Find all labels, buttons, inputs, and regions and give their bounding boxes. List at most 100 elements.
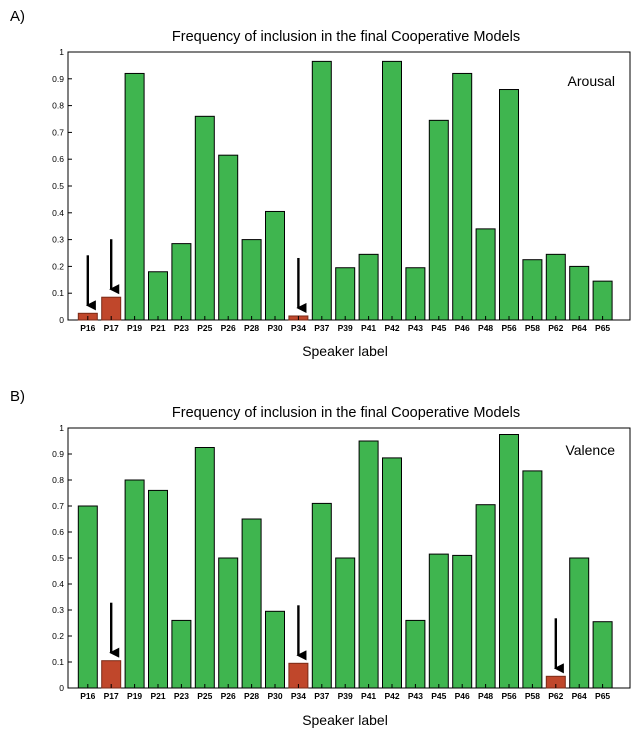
x-tick-label: P65 xyxy=(595,323,610,333)
bar-p45 xyxy=(428,119,449,321)
x-tick-label: P41 xyxy=(361,691,376,701)
series-annotation: Valence xyxy=(565,442,615,458)
bar-p56 xyxy=(499,89,519,321)
panel-label: B) xyxy=(10,388,25,405)
series-annotation: Arousal xyxy=(568,73,615,89)
bar-p23 xyxy=(171,619,192,689)
x-tick-label: P30 xyxy=(267,691,282,701)
bar-p21 xyxy=(148,271,168,321)
y-tick-label: 0.2 xyxy=(52,631,64,641)
x-tick-label: P23 xyxy=(174,691,189,701)
bar-p25 xyxy=(194,115,215,321)
chart-panel-2: B) Frequency of inclusion in the final Co… xyxy=(10,388,631,728)
bar-p48 xyxy=(475,228,496,321)
bar-p28 xyxy=(241,239,262,321)
bar-p46 xyxy=(452,72,473,321)
y-tick-label: 0.5 xyxy=(52,181,64,191)
bar-p42 xyxy=(382,60,402,321)
bar-p43 xyxy=(405,619,426,689)
bar-p56 xyxy=(499,434,519,689)
y-tick-label: 0.7 xyxy=(52,501,64,511)
bar-p65 xyxy=(592,280,613,321)
x-axis-label: Speaker label xyxy=(302,712,388,728)
chart-title: Frequency of inclusion in the final Coop… xyxy=(172,405,520,421)
x-tick-label: P28 xyxy=(244,691,259,701)
x-tick-label: P25 xyxy=(197,691,212,701)
x-tick-label: P26 xyxy=(221,323,236,333)
x-tick-label: P37 xyxy=(314,323,329,333)
x-tick-label: P64 xyxy=(572,691,587,701)
y-tick-label: 0.2 xyxy=(52,261,64,271)
x-tick-label: P45 xyxy=(431,691,446,701)
bar-p19 xyxy=(124,72,145,321)
x-tick-label: P45 xyxy=(431,323,446,333)
x-tick-label: P64 xyxy=(572,323,587,333)
y-tick-label: 0.6 xyxy=(52,527,64,537)
bar-p30 xyxy=(265,610,285,689)
x-tick-label: P42 xyxy=(384,323,399,333)
y-tick-label: 0.9 xyxy=(52,449,64,459)
x-tick-label: P26 xyxy=(221,691,236,701)
x-tick-label: P28 xyxy=(244,323,259,333)
x-tick-label: P42 xyxy=(384,691,399,701)
x-tick-label: P16 xyxy=(80,691,95,701)
bar-p46 xyxy=(452,554,473,689)
bar-p41 xyxy=(358,440,379,689)
y-tick-label: 0.9 xyxy=(52,74,64,84)
y-tick-label: 1 xyxy=(59,47,64,57)
panel-label: A) xyxy=(10,8,25,25)
x-tick-label: P48 xyxy=(478,691,493,701)
y-tick-label: 0.3 xyxy=(52,235,64,245)
x-tick-label: P16 xyxy=(80,323,95,333)
bar-p39 xyxy=(335,267,356,321)
bar-p64 xyxy=(569,557,590,689)
x-tick-label: P23 xyxy=(174,323,189,333)
bar-p16 xyxy=(77,505,98,689)
y-tick-label: 0 xyxy=(59,683,64,693)
x-tick-label: P56 xyxy=(501,323,516,333)
bar-p25 xyxy=(194,447,215,689)
x-tick-label: P56 xyxy=(501,691,516,701)
x-tick-label: P62 xyxy=(548,323,563,333)
bar-p65 xyxy=(592,621,613,689)
x-tick-label: P21 xyxy=(150,691,165,701)
bar-p37 xyxy=(311,502,332,689)
x-tick-label: P58 xyxy=(525,691,540,701)
x-tick-label: P34 xyxy=(291,691,306,701)
x-tick-label: P41 xyxy=(361,323,376,333)
y-tick-label: 0.1 xyxy=(52,657,64,667)
bar-p58 xyxy=(522,259,543,321)
x-tick-label: P25 xyxy=(197,323,212,333)
x-tick-label: P43 xyxy=(408,691,423,701)
bar-p23 xyxy=(171,243,192,321)
y-tick-label: 0.3 xyxy=(52,605,64,615)
x-tick-label: P39 xyxy=(338,691,353,701)
x-tick-label: P21 xyxy=(150,323,165,333)
y-tick-label: 0.1 xyxy=(52,288,64,298)
y-tick-label: 0.4 xyxy=(52,208,64,218)
bar-p45 xyxy=(428,553,449,689)
x-tick-label: P39 xyxy=(338,323,353,333)
bar-p58 xyxy=(522,470,543,689)
bar-p28 xyxy=(241,518,262,689)
x-tick-label: P34 xyxy=(291,323,306,333)
x-tick-label: P17 xyxy=(104,691,119,701)
bar-p30 xyxy=(265,210,285,321)
chart-title: Frequency of inclusion in the final Coop… xyxy=(172,29,520,45)
bar-p37 xyxy=(311,60,332,321)
x-tick-label: P43 xyxy=(408,323,423,333)
y-tick-label: 0.4 xyxy=(52,579,64,589)
bar-p26 xyxy=(218,557,239,689)
y-tick-label: 0.8 xyxy=(52,475,64,485)
bar-p48 xyxy=(475,504,496,689)
x-tick-label: P46 xyxy=(455,323,470,333)
x-tick-label: P46 xyxy=(455,691,470,701)
bar-p42 xyxy=(382,457,402,689)
bar-p43 xyxy=(405,267,426,321)
bar-p26 xyxy=(218,154,239,321)
y-tick-label: 0.7 xyxy=(52,127,64,137)
bar-p62 xyxy=(545,253,566,321)
x-tick-label: P37 xyxy=(314,691,329,701)
